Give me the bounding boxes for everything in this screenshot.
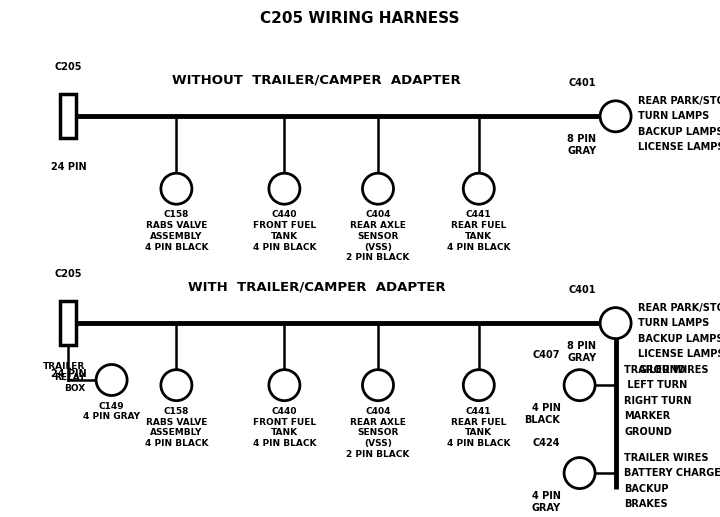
Ellipse shape bbox=[600, 101, 631, 132]
Text: 24 PIN: 24 PIN bbox=[50, 162, 86, 172]
Ellipse shape bbox=[269, 173, 300, 204]
Text: C401: C401 bbox=[569, 285, 596, 295]
Ellipse shape bbox=[463, 173, 495, 204]
Ellipse shape bbox=[161, 370, 192, 401]
Ellipse shape bbox=[269, 370, 300, 401]
Text: LEFT TURN: LEFT TURN bbox=[624, 380, 688, 390]
Text: C424: C424 bbox=[533, 438, 560, 448]
Text: C158
RABS VALVE
ASSEMBLY
4 PIN BLACK: C158 RABS VALVE ASSEMBLY 4 PIN BLACK bbox=[145, 407, 208, 448]
Text: C440
FRONT FUEL
TANK
4 PIN BLACK: C440 FRONT FUEL TANK 4 PIN BLACK bbox=[253, 407, 316, 448]
Text: GROUND: GROUND bbox=[639, 364, 686, 375]
Text: RIGHT TURN: RIGHT TURN bbox=[624, 396, 692, 406]
Text: 4 PIN
BLACK: 4 PIN BLACK bbox=[525, 403, 560, 425]
Ellipse shape bbox=[362, 173, 394, 204]
Text: TURN LAMPS: TURN LAMPS bbox=[639, 318, 710, 328]
Text: LICENSE LAMPS: LICENSE LAMPS bbox=[639, 142, 720, 153]
Text: C407: C407 bbox=[533, 351, 560, 360]
Text: C401: C401 bbox=[569, 78, 596, 88]
Text: TURN LAMPS: TURN LAMPS bbox=[639, 111, 710, 121]
Ellipse shape bbox=[564, 458, 595, 489]
Ellipse shape bbox=[362, 370, 394, 401]
Ellipse shape bbox=[564, 370, 595, 401]
Text: LICENSE LAMPS: LICENSE LAMPS bbox=[639, 349, 720, 359]
Text: BACKUP LAMPS: BACKUP LAMPS bbox=[639, 333, 720, 344]
Text: REAR PARK/STOP: REAR PARK/STOP bbox=[639, 302, 720, 313]
Text: 4 PIN
GRAY: 4 PIN GRAY bbox=[531, 491, 560, 513]
Text: 8 PIN
GRAY: 8 PIN GRAY bbox=[567, 341, 596, 363]
Text: C158
RABS VALVE
ASSEMBLY
4 PIN BLACK: C158 RABS VALVE ASSEMBLY 4 PIN BLACK bbox=[145, 210, 208, 252]
Text: C205 WIRING HARNESS: C205 WIRING HARNESS bbox=[260, 10, 460, 26]
Ellipse shape bbox=[161, 173, 192, 204]
FancyBboxPatch shape bbox=[60, 94, 76, 138]
Text: BATTERY CHARGE: BATTERY CHARGE bbox=[624, 468, 720, 478]
Text: C205: C205 bbox=[55, 63, 82, 72]
Text: MARKER: MARKER bbox=[624, 411, 670, 421]
Text: TRAILER WIRES: TRAILER WIRES bbox=[624, 364, 708, 375]
Text: C205: C205 bbox=[55, 269, 82, 279]
Text: WITH  TRAILER/CAMPER  ADAPTER: WITH TRAILER/CAMPER ADAPTER bbox=[188, 280, 446, 294]
Text: C441
REAR FUEL
TANK
4 PIN BLACK: C441 REAR FUEL TANK 4 PIN BLACK bbox=[447, 407, 510, 448]
Ellipse shape bbox=[600, 308, 631, 339]
Text: TRAILER WIRES: TRAILER WIRES bbox=[624, 452, 708, 463]
Text: C404
REAR AXLE
SENSOR
(VSS)
2 PIN BLACK: C404 REAR AXLE SENSOR (VSS) 2 PIN BLACK bbox=[346, 210, 410, 263]
Text: BRAKES: BRAKES bbox=[624, 499, 668, 509]
FancyBboxPatch shape bbox=[60, 301, 76, 345]
Text: C441
REAR FUEL
TANK
4 PIN BLACK: C441 REAR FUEL TANK 4 PIN BLACK bbox=[447, 210, 510, 252]
Text: TRAILER
RELAY
BOX: TRAILER RELAY BOX bbox=[43, 362, 85, 392]
Ellipse shape bbox=[96, 364, 127, 396]
Text: C404
REAR AXLE
SENSOR
(VSS)
2 PIN BLACK: C404 REAR AXLE SENSOR (VSS) 2 PIN BLACK bbox=[346, 407, 410, 459]
Ellipse shape bbox=[463, 370, 495, 401]
Text: C440
FRONT FUEL
TANK
4 PIN BLACK: C440 FRONT FUEL TANK 4 PIN BLACK bbox=[253, 210, 316, 252]
Text: 24 PIN: 24 PIN bbox=[50, 369, 86, 378]
Text: BACKUP: BACKUP bbox=[624, 483, 669, 494]
Text: BACKUP LAMPS: BACKUP LAMPS bbox=[639, 127, 720, 137]
Text: REAR PARK/STOP: REAR PARK/STOP bbox=[639, 96, 720, 106]
Text: WITHOUT  TRAILER/CAMPER  ADAPTER: WITHOUT TRAILER/CAMPER ADAPTER bbox=[172, 73, 462, 87]
Text: 8 PIN
GRAY: 8 PIN GRAY bbox=[567, 134, 596, 156]
Text: C149
4 PIN GRAY: C149 4 PIN GRAY bbox=[83, 402, 140, 421]
Text: GROUND: GROUND bbox=[624, 427, 672, 437]
